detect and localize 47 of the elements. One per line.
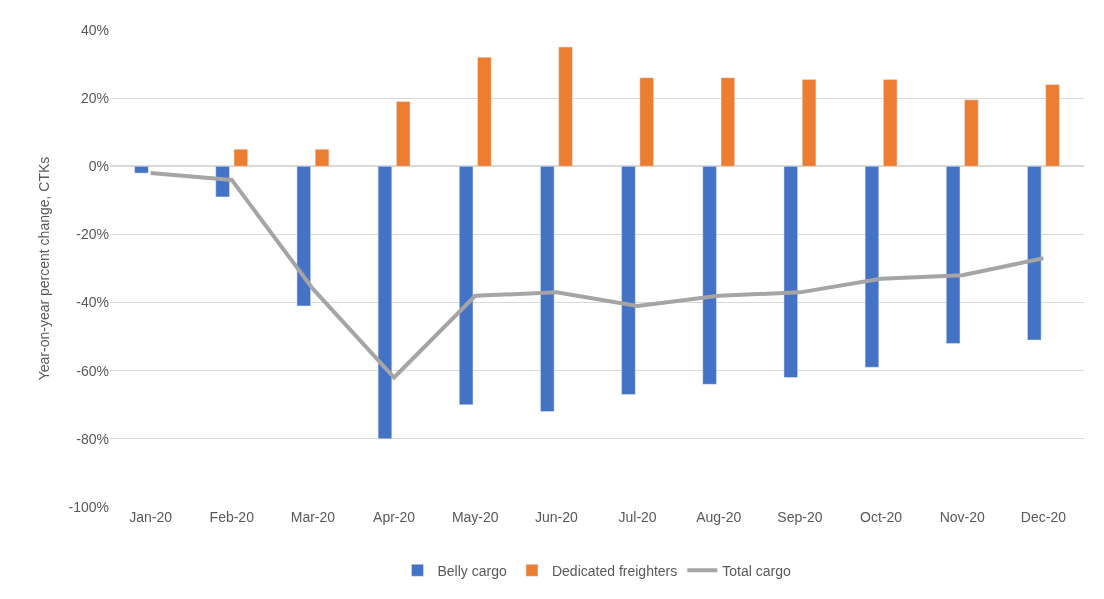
bar <box>720 77 735 167</box>
y-tick-label: 0% <box>88 158 109 175</box>
bar <box>233 149 248 167</box>
y-tick-label: 40% <box>80 21 109 38</box>
x-tick-label: Mar-20 <box>290 509 336 525</box>
x-tick-label: Jul-20 <box>618 509 657 525</box>
bar <box>946 166 961 344</box>
x-tick-label: Aug-20 <box>696 509 742 525</box>
y-tick-label: -80% <box>76 430 109 447</box>
bar <box>1027 166 1042 341</box>
x-tick-label: Jan-20 <box>129 509 173 525</box>
bar <box>396 101 411 167</box>
x-tick-label: May-20 <box>451 509 499 525</box>
x-tick-label: Feb-20 <box>209 509 255 525</box>
legend-label: Dedicated freighters <box>551 562 678 579</box>
bar <box>540 166 555 412</box>
y-tick-label: -40% <box>76 294 109 311</box>
x-tick-label: Jun-20 <box>535 509 579 525</box>
bar <box>477 57 492 167</box>
bar <box>702 166 717 385</box>
bar <box>639 77 654 167</box>
bar <box>134 166 149 174</box>
y-tick-label: 20% <box>80 90 109 107</box>
bar <box>883 79 898 167</box>
x-tick-label: Sep-20 <box>777 509 823 525</box>
x-tick-label: Oct-20 <box>860 509 903 525</box>
legend-label: Belly cargo <box>437 562 507 579</box>
bar <box>964 99 979 167</box>
bar <box>296 166 311 307</box>
bar <box>783 166 798 378</box>
x-tick-label: Dec-20 <box>1020 509 1067 525</box>
bar <box>314 149 330 167</box>
bar <box>801 79 817 167</box>
line-series <box>148 171 1046 380</box>
bar <box>864 166 880 368</box>
bar <box>621 166 636 395</box>
x-tick-label: Nov-20 <box>939 509 986 525</box>
legend-label: Total cargo <box>722 562 791 579</box>
bar <box>459 166 474 406</box>
y-tick-label: -60% <box>76 362 109 379</box>
y-axis-title: Year-on-year percent change, CTKs <box>36 156 53 381</box>
y-tick-label: -100% <box>68 498 109 515</box>
x-tick-label: Apr-20 <box>373 509 416 525</box>
bar <box>1045 84 1060 167</box>
bar <box>377 166 393 440</box>
bar <box>558 46 573 167</box>
y-tick-label: -20% <box>76 226 109 243</box>
